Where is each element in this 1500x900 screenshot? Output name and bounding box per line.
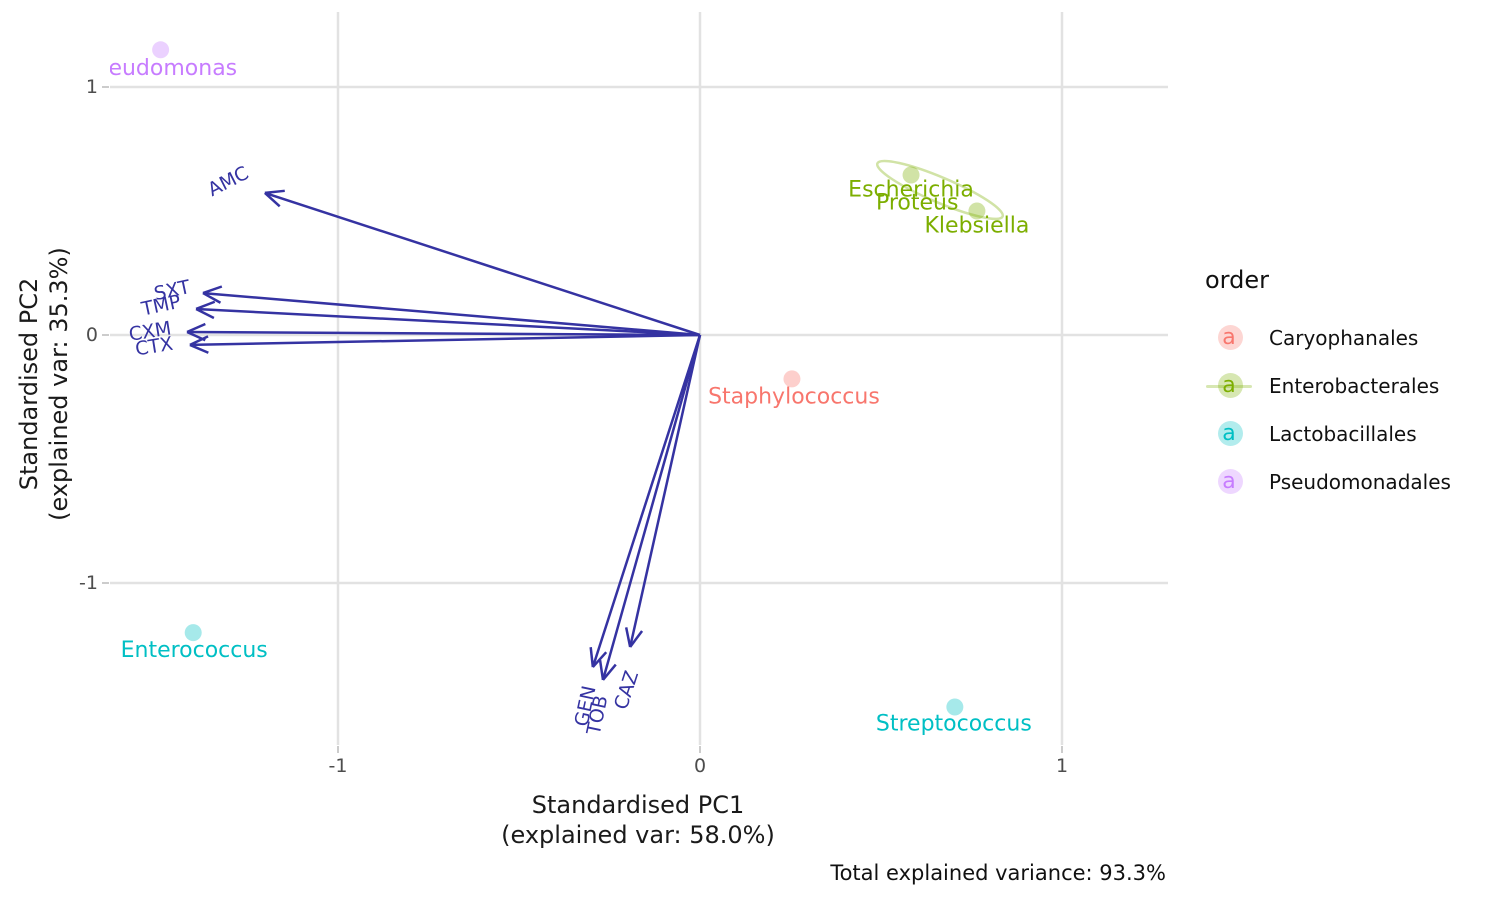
x-tick-label: 0: [693, 755, 707, 777]
loading-arrowhead-TOB: [598, 659, 605, 681]
legend-key-icon: a: [1205, 314, 1253, 362]
legend-item-label: Enterobacterales: [1269, 374, 1440, 398]
loading-arrowhead-CTX: [189, 335, 209, 347]
legend-key-glyph: a: [1222, 373, 1236, 398]
plot-panel: AMCSXTTMPCXMCTXGENTOBCAZPseudomonasEsche…: [84, 12, 1168, 745]
y-tick-mark: [102, 86, 109, 88]
legend-key-icon: a: [1205, 362, 1253, 410]
data-point-klebsiella: [968, 202, 986, 220]
legend-key-glyph: a: [1222, 325, 1236, 350]
legend-item-lactobacillales: a Lactobacillales: [1205, 410, 1417, 458]
legend-key-circle: [1218, 373, 1243, 398]
legend-item-label: Caryophanales: [1269, 326, 1419, 350]
x-axis-title: Standardised PC1 (explained var: 58.0%): [501, 790, 775, 850]
confidence-ellipse: [875, 159, 1005, 221]
x-axis-title-line2: (explained var: 58.0%): [501, 821, 775, 849]
data-point-pseudomonas: [152, 41, 170, 59]
legend-item-pseudomonadales: a Pseudomonadales: [1205, 458, 1451, 506]
legend-item-label: Lactobacillales: [1269, 422, 1417, 446]
loading-arrowhead-TMP: [195, 300, 216, 311]
loading-arrow-AMC: [264, 191, 701, 337]
loading-arrowhead-CTX: [189, 343, 209, 354]
x-tick-label: 1: [1055, 755, 1069, 777]
y-tick-label: 0: [85, 324, 98, 346]
sample-label-escherichia: Escherichia: [848, 177, 974, 202]
loading-arrowhead-GEN: [591, 651, 608, 668]
x-tick-mark: [337, 746, 339, 753]
legend-key-line: [1206, 385, 1252, 388]
plot-canvas: AMCSXTTMPCXMCTXGENTOBCAZPseudomonasEsche…: [84, 12, 1168, 745]
data-point-enterococcus: [184, 624, 202, 642]
loading-arrowhead-CAZ: [624, 627, 632, 648]
y-tick-mark: [102, 582, 109, 584]
loading-arrowhead-AMC: [264, 191, 281, 208]
sample-label-pseudomonas: Pseudomonas: [110, 56, 237, 81]
data-point-escherichia: [902, 166, 920, 184]
legend-item-caryophanales: a Caryophanales: [1205, 314, 1418, 362]
data-point-streptococcus: [946, 698, 964, 716]
loading-arrowhead-SXT: [202, 285, 223, 295]
y-tick-label: -1: [79, 572, 98, 594]
y-tick-label: 1: [85, 76, 98, 98]
sample-label-streptococcus: Streptococcus: [876, 711, 1032, 736]
x-tick-label: -1: [328, 755, 348, 777]
legend-key-circle: [1218, 325, 1243, 350]
legend: order a Caryophanales a Enterobacterales…: [1205, 266, 1495, 511]
loading-arrowhead-TOB: [602, 663, 617, 681]
y-axis-title-line2: (explained var: 35.3%): [45, 247, 73, 521]
sample-label-staphylococcus: Staphylococcus: [708, 384, 880, 409]
loading-arrow-CTX: [189, 333, 701, 347]
legend-item-label: Pseudomonadales: [1269, 470, 1451, 494]
sample-label-proteus: Proteus: [876, 190, 958, 215]
legend-key-circle: [1218, 421, 1243, 446]
legend-key-glyph: a: [1222, 421, 1236, 446]
legend-key-icon: a: [1205, 458, 1253, 506]
loading-arrow-CAZ: [628, 334, 702, 648]
sample-label-klebsiella: Klebsiella: [925, 213, 1030, 238]
x-axis-title-line1: Standardised PC1: [531, 791, 745, 819]
legend-key-glyph: a: [1222, 469, 1236, 494]
caption-total-variance: Total explained variance: 93.3%: [830, 861, 1166, 885]
loading-arrow-TMP: [196, 307, 701, 337]
loading-arrowhead-CAZ: [629, 630, 644, 648]
loading-arrowhead-TMP: [195, 307, 215, 320]
loading-arrowhead-GEN: [589, 647, 595, 668]
data-point-staphylococcus: [783, 370, 801, 388]
loading-arrow-GEN: [591, 334, 702, 668]
loading-label-TMP: TMP: [139, 291, 183, 321]
legend-key-icon: a: [1205, 410, 1253, 458]
loading-arrowhead-CXM: [186, 322, 206, 334]
legend-item-enterobacterales: a Enterobacterales: [1205, 362, 1439, 410]
loading-arrow-TOB: [601, 334, 702, 681]
loading-label-AMC: AMC: [204, 162, 252, 201]
legend-title: order: [1205, 266, 1269, 294]
loading-label-CTX: CTX: [134, 333, 175, 361]
loading-arrow-SXT: [202, 291, 701, 337]
loading-arrowhead-AMC: [264, 189, 285, 195]
x-tick-mark: [1061, 746, 1063, 753]
y-tick-mark: [102, 334, 109, 336]
legend-key-circle: [1218, 469, 1243, 494]
loading-arrow-CXM: [187, 330, 701, 337]
y-axis-title: Standardised PC2 (explained var: 35.3%): [14, 247, 74, 521]
y-axis-title-line1: Standardised PC2: [15, 277, 43, 491]
loading-arrowhead-SXT: [202, 291, 222, 304]
x-tick-mark: [699, 746, 701, 753]
sample-label-enterococcus: Enterococcus: [121, 638, 268, 663]
loading-label-CAZ: CAZ: [610, 668, 643, 712]
